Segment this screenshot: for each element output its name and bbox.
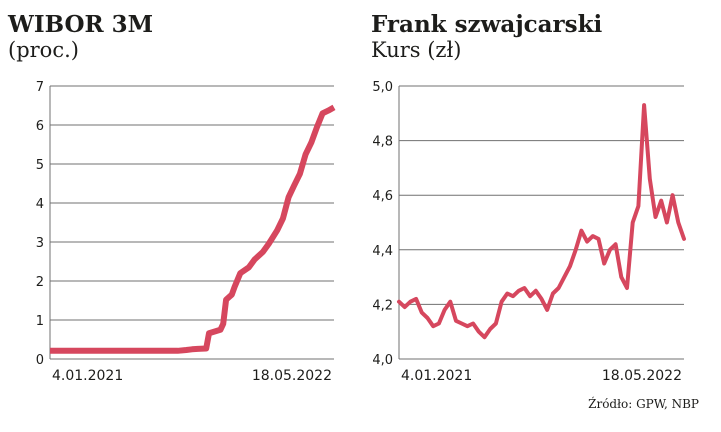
chf-series-line <box>397 103 686 340</box>
chf-y-tick-label: 4,2 <box>372 298 393 313</box>
chf-y-tick-label: 4,0 <box>372 353 393 368</box>
wibor-chart: 0 1 2 3 4 5 6 7 4.01.2021 18.05.2022 <box>36 80 336 384</box>
wibor-series-line <box>50 104 336 354</box>
wibor-x-tick-label-end: 18.05.2022 <box>252 368 332 384</box>
wibor-subtitle: (proc.) <box>8 38 79 62</box>
chf-x-tick-label-start: 4.01.2021 <box>401 368 472 384</box>
wibor-y-tick-label: 5 <box>36 158 44 173</box>
chf-y-tick-label: 5,0 <box>372 80 393 95</box>
wibor-y-tick-label: 7 <box>36 80 44 95</box>
wibor-y-tick-label: 6 <box>36 119 44 134</box>
wibor-title: WIBOR 3M <box>8 11 154 38</box>
chf-x-tick-label-end: 18.05.2022 <box>602 368 682 384</box>
wibor-y-tick-label: 4 <box>36 197 44 212</box>
chf-y-tick-label: 4,4 <box>372 244 393 259</box>
source-note: Źródło: GPW, NBP <box>588 397 699 411</box>
chf-title: Frank szwajcarski <box>371 11 603 38</box>
wibor-y-tick-label: 3 <box>36 236 44 251</box>
chf-subtitle: Kurs (zł) <box>371 38 462 62</box>
chf-y-tick-label: 4,8 <box>372 135 393 150</box>
wibor-x-tick-label-start: 4.01.2021 <box>52 368 123 384</box>
wibor-y-tick-label: 1 <box>36 314 44 329</box>
chf-chart: 4,0 4,2 4,4 4,6 4,8 5,0 4.01.2021 18.05.2022 <box>372 80 686 384</box>
wibor-y-tick-label: 2 <box>36 275 44 290</box>
chf-y-tick-label: 4,6 <box>372 189 393 204</box>
wibor-y-tick-label: 0 <box>36 353 44 368</box>
